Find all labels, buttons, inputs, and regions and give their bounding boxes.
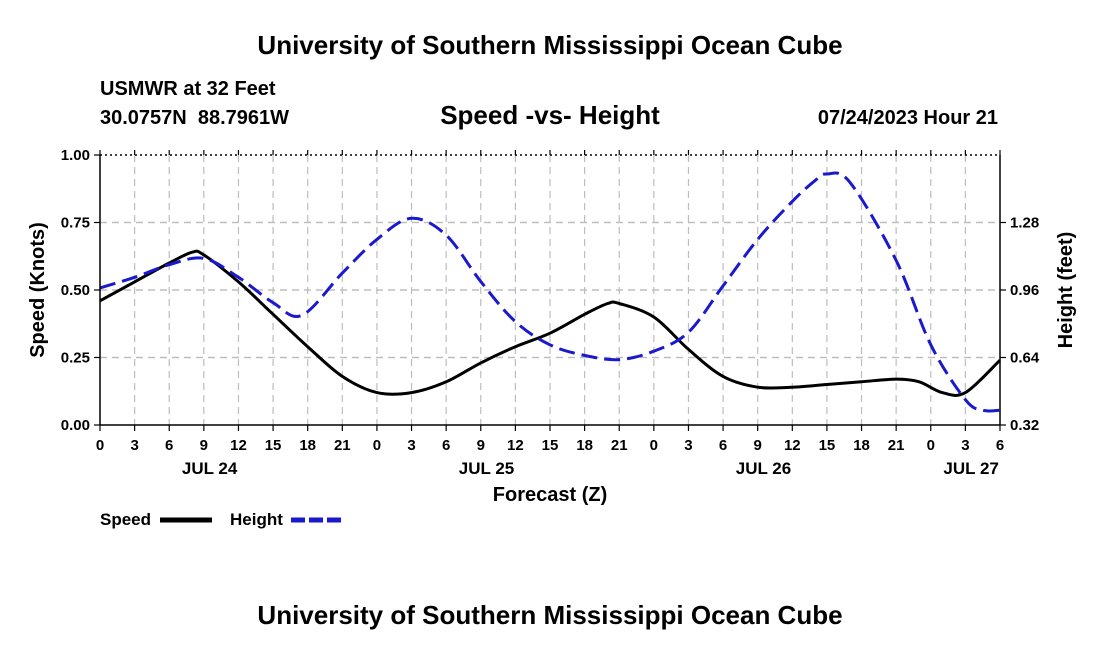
x-tick-label: 21 xyxy=(888,437,905,454)
y2-tick-label: 0.32 xyxy=(1010,417,1039,434)
x-tick-label: 0 xyxy=(927,437,935,454)
legend-label-height: Height xyxy=(230,510,283,529)
y-tick-label: 1.00 xyxy=(61,147,90,164)
x-tick-label: 12 xyxy=(230,437,247,454)
x-tick-label: 6 xyxy=(996,437,1004,454)
x-date-label: JUL 25 xyxy=(459,459,514,478)
y-tick-label: 0.00 xyxy=(61,417,90,434)
x-tick-label: 6 xyxy=(442,437,450,454)
y-axis-label: Speed (Knots) xyxy=(27,222,49,358)
x-tick-label: 6 xyxy=(719,437,727,454)
y-tick-label: 0.50 xyxy=(61,282,90,299)
forecast-datetime: 07/24/2023 Hour 21 xyxy=(818,107,998,129)
x-tick-label: 18 xyxy=(853,437,870,454)
y2-tick-label: 1.28 xyxy=(1010,215,1039,232)
x-tick-label: 12 xyxy=(507,437,524,454)
x-tick-label: 15 xyxy=(265,437,282,454)
legend: Speed Height xyxy=(100,510,343,529)
y-tick-label: 0.25 xyxy=(61,350,90,367)
x-tick-label: 21 xyxy=(611,437,628,454)
y2-axis-label: Height (feet) xyxy=(1055,232,1077,349)
y-tick-label: 0.75 xyxy=(61,215,90,232)
grid xyxy=(100,154,1000,425)
series-layer xyxy=(99,171,1002,413)
x-tick-label: 9 xyxy=(477,437,485,454)
x-tick-label: 6 xyxy=(165,437,173,454)
x-tick-label: 9 xyxy=(754,437,762,454)
x-tick-label: 0 xyxy=(373,437,381,454)
x-tick-label: 18 xyxy=(576,437,593,454)
x-date-label: JUL 27 xyxy=(943,459,998,478)
x-tick-label: 18 xyxy=(299,437,316,454)
x-tick-label: 15 xyxy=(542,437,559,454)
series-line-height xyxy=(99,171,1001,413)
x-tick-label: 12 xyxy=(784,437,801,454)
station-label: USMWR at 32 Feet xyxy=(100,78,276,100)
x-tick-label: 0 xyxy=(650,437,658,454)
x-date-label: JUL 26 xyxy=(736,459,791,478)
x-tick-label: 3 xyxy=(684,437,692,454)
legend-label-speed: Speed xyxy=(100,510,151,529)
x-tick-label: 3 xyxy=(407,437,415,454)
x-tick-label: 21 xyxy=(334,437,351,454)
axes: 0 3 6 9 12 15 18 21 0 3 6 9 12 15 18 21 0 3 6 9 12 15 18 21 0 3 6J… xyxy=(61,147,1040,478)
x-tick-label: 9 xyxy=(200,437,208,454)
y2-tick-label: 0.64 xyxy=(1010,350,1040,367)
x-tick-label: 0 xyxy=(96,437,104,454)
x-tick-label: 15 xyxy=(819,437,836,454)
x-axis-label: Forecast (Z) xyxy=(493,484,607,506)
chart-subtitle: Speed -vs- Height xyxy=(440,100,660,130)
x-tick-label: 3 xyxy=(130,437,138,454)
x-tick-label: 3 xyxy=(961,437,969,454)
y2-tick-label: 0.96 xyxy=(1010,282,1039,299)
series-line-speed xyxy=(99,249,1002,397)
footer-title: University of Southern Mississippi Ocean… xyxy=(257,600,842,630)
chart-main-title: University of Southern Mississippi Ocean… xyxy=(257,30,842,60)
station-coordinates: 30.0757N 88.7961W xyxy=(100,107,289,129)
x-date-label: JUL 24 xyxy=(182,459,238,478)
